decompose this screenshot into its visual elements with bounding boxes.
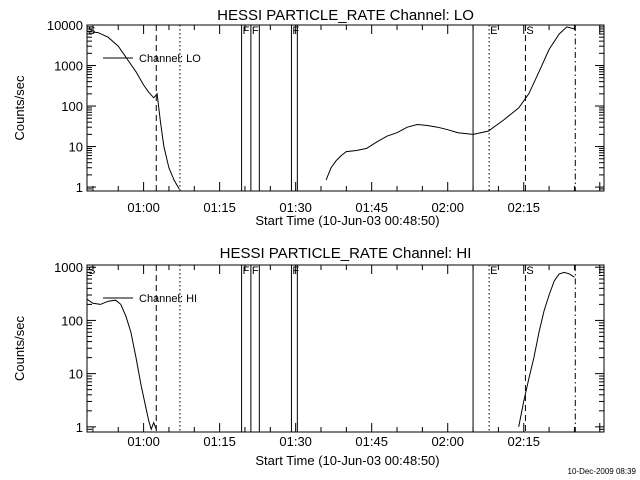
event-marker-label: F (243, 25, 250, 37)
y-tick-label: 10 (69, 367, 83, 382)
y-tick-label: 10000 (47, 18, 83, 33)
y-tick-label: 10 (69, 140, 83, 155)
x-tick-label: 02:15 (507, 434, 540, 449)
x-tick-label: 02:15 (507, 200, 540, 215)
series-line (87, 30, 180, 190)
event-marker-label: S (88, 25, 95, 37)
event-marker-label: E (490, 25, 497, 37)
event-marker-label: F (252, 265, 259, 277)
event-marker-label: S (88, 265, 95, 277)
x-tick-label: 02:00 (431, 200, 464, 215)
x-tick-label: 01:30 (279, 434, 312, 449)
y-axis-label: Counts/sec (12, 315, 27, 381)
y-tick-label: 100 (61, 313, 83, 328)
x-axis-label: Start Time (10-Jun-03 00:48:50) (255, 453, 439, 468)
event-marker-label: S (526, 25, 533, 37)
event-marker-label: S (526, 265, 533, 277)
y-tick-label: 1000 (54, 260, 83, 275)
y-tick-label: 1 (76, 180, 83, 195)
event-marker-label: F (243, 265, 250, 277)
x-axis-label: Start Time (10-Jun-03 00:48:50) (255, 213, 439, 228)
y-tick-label: 100 (61, 99, 83, 114)
event-marker-label: F (292, 265, 299, 277)
x-tick-label: 02:00 (431, 434, 464, 449)
hi-channel-panel: HESSI PARTICLE_RATE Channel: HI 1 10 100 100… (12, 245, 605, 468)
series-line (325, 26, 575, 181)
lo-channel-panel: HESSI PARTICLE_RATE Channel: LO 1 10 100 100… (12, 7, 605, 228)
series-line (87, 298, 157, 431)
event-marker-label: F (252, 25, 259, 37)
event-marker-label: E (490, 265, 497, 277)
x-tick-label: 01:00 (127, 200, 160, 215)
footer-timestamp: 10-Dec-2009 08:39 (568, 467, 637, 476)
y-tick-label: 1000 (54, 59, 83, 74)
x-tick-label: 01:30 (279, 200, 312, 215)
plot-frame (86, 24, 605, 192)
y-tick-label: 1 (76, 420, 83, 435)
legend-entry: Channel: HI (139, 293, 197, 305)
x-tick-label: 01:00 (127, 434, 160, 449)
x-tick-label: 01:15 (203, 434, 236, 449)
y-axis-label: Counts/sec (12, 75, 27, 141)
chart-title: HESSI PARTICLE_RATE Channel: HI (220, 245, 472, 262)
event-marker-label: F (292, 25, 299, 37)
x-tick-label: 01:15 (203, 200, 236, 215)
x-tick-label: 01:45 (355, 434, 388, 449)
series-line (518, 271, 575, 427)
legend-entry: Channel: LO (139, 53, 201, 65)
x-tick-label: 01:45 (355, 200, 388, 215)
chart-title: HESSI PARTICLE_RATE Channel: LO (217, 7, 474, 24)
plot-frame (86, 264, 605, 433)
